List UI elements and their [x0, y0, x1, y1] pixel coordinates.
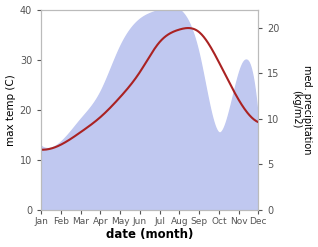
X-axis label: date (month): date (month) — [106, 228, 193, 242]
Y-axis label: max temp (C): max temp (C) — [5, 74, 16, 145]
Y-axis label: med. precipitation
(kg/m2): med. precipitation (kg/m2) — [291, 65, 313, 154]
